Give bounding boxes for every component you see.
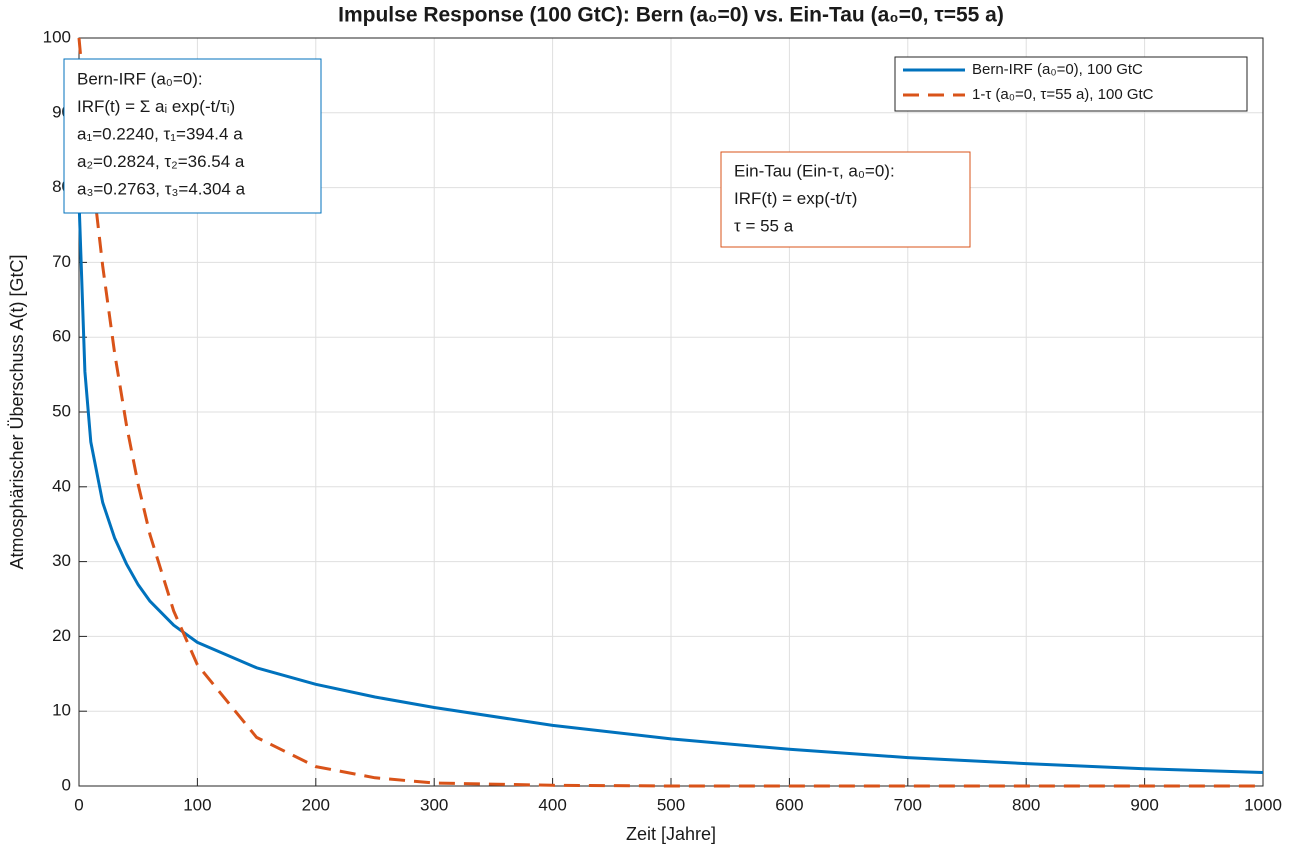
legend-label: 1-τ (a₀=0, τ=55 a), 100 GtC	[972, 86, 1154, 103]
chart-title: Impulse Response (100 GtC): Bern (a₀=0) …	[338, 4, 1004, 27]
x-tick-label: 300	[420, 795, 448, 814]
y-tick-label: 0	[62, 775, 71, 794]
y-tick-label: 20	[52, 626, 71, 645]
annotation-text: a₂=0.2824, τ₂=36.54 a	[77, 152, 245, 171]
x-tick-label: 600	[775, 795, 803, 814]
annotation-text: a₁=0.2240, τ₁=394.4 a	[77, 124, 243, 143]
annotation-text: Ein-Tau (Ein-τ, a₀=0):	[734, 161, 895, 180]
y-tick-label: 100	[43, 27, 71, 46]
annotation-box	[63, 58, 322, 214]
x-tick-label: 800	[1012, 795, 1040, 814]
series-line	[77, 200, 1264, 774]
x-tick-label: 500	[657, 795, 685, 814]
annotation-text: Bern-IRF (a₀=0):	[77, 69, 203, 88]
annotation-text: a₃=0.2763, τ₃=4.304 a	[77, 179, 246, 198]
y-axis-label: Atmosphärischer Überschuss A(t) [GtC]	[7, 254, 27, 569]
x-tick-label: 400	[538, 795, 566, 814]
y-tick-label: 70	[52, 252, 71, 271]
annotation-text: IRF(t) = exp(-t/τ)	[734, 189, 857, 208]
x-tick-label: 900	[1130, 795, 1158, 814]
annotation-text: IRF(t) = Σ aᵢ exp(-t/τᵢ)	[77, 97, 235, 116]
legend-label: Bern-IRF (a₀=0), 100 GtC	[972, 61, 1143, 78]
x-tick-label: 0	[74, 795, 83, 814]
annotation-text: τ = 55 a	[734, 216, 794, 235]
legend-box	[894, 56, 1248, 112]
series-line	[77, 37, 1263, 788]
x-tick-label: 200	[302, 795, 330, 814]
y-tick-label: 40	[52, 476, 71, 495]
x-tick-label: 700	[894, 795, 922, 814]
y-tick-label: 60	[52, 327, 71, 346]
y-tick-label: 50	[52, 401, 71, 420]
annotation-box	[720, 151, 971, 248]
x-axis-label: Zeit [Jahre]	[626, 824, 716, 844]
y-tick-label: 30	[52, 551, 71, 570]
x-tick-label: 100	[183, 795, 211, 814]
y-tick-label: 10	[52, 701, 71, 720]
x-tick-label: 1000	[1244, 795, 1282, 814]
